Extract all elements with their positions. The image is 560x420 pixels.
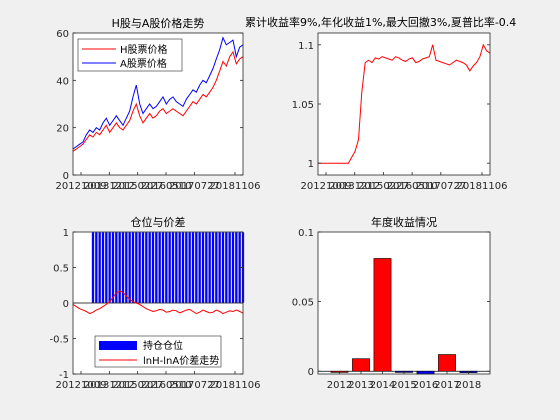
chart-title: H股与A股价格走势 bbox=[112, 16, 205, 30]
y-tick-label: 0 bbox=[63, 299, 69, 310]
y-tick-label: 1.05 bbox=[292, 100, 314, 111]
position-bar bbox=[145, 232, 148, 303]
position-bar bbox=[188, 232, 191, 303]
position-bar bbox=[215, 232, 218, 303]
position-bar bbox=[155, 232, 158, 303]
chart-title: 仓位与价差 bbox=[131, 215, 186, 229]
x-tick-label: 2018 bbox=[456, 380, 481, 391]
legend-label: lnH-lnA价差走势 bbox=[143, 354, 219, 367]
position-bar bbox=[228, 232, 231, 303]
plot-area bbox=[318, 232, 490, 374]
position-bar bbox=[132, 232, 135, 303]
position-bar bbox=[172, 232, 175, 303]
y-tick-label: 1 bbox=[308, 159, 314, 170]
position-bar bbox=[112, 232, 115, 303]
legend-swatch bbox=[99, 341, 137, 350]
position-bar bbox=[232, 232, 235, 303]
position-bar bbox=[168, 232, 171, 303]
bar-2013 bbox=[352, 359, 369, 372]
position-bar bbox=[152, 232, 155, 303]
figure-overtitle: 累计收益率9%,年化收益1%,最大回撤3%,夏普比率-0.4 bbox=[245, 15, 516, 29]
position-bar bbox=[138, 232, 141, 303]
y-tick-label: -0.5 bbox=[49, 335, 69, 346]
x-tick-label: 20181106 bbox=[210, 380, 261, 391]
position-bar bbox=[125, 232, 128, 303]
position-bar bbox=[105, 232, 108, 303]
position-bar bbox=[235, 232, 238, 303]
position-bar bbox=[135, 232, 138, 303]
x-tick-label: 20181106 bbox=[210, 181, 261, 192]
y-tick-label: 0 bbox=[308, 367, 314, 378]
position-bar bbox=[108, 232, 111, 303]
y-tick-label: 1 bbox=[63, 228, 69, 239]
chart-price: H股与A股价格走势 0 20 40 60 201210092013121220150227… bbox=[56, 16, 261, 192]
position-bar bbox=[102, 232, 105, 303]
y-tick-label: 40 bbox=[56, 76, 69, 87]
position-bar bbox=[148, 232, 151, 303]
position-bar bbox=[192, 232, 195, 303]
y-tick-label: 0.5 bbox=[53, 264, 69, 275]
y-tick-label: 0.1 bbox=[298, 228, 314, 239]
bar-2017 bbox=[438, 355, 455, 372]
chart-title: 年度收益情况 bbox=[371, 215, 437, 229]
position-bar bbox=[205, 232, 208, 303]
chart-equity: 1 1.05 1.1 20121009201312122015022720160510… bbox=[292, 33, 508, 192]
position-bar bbox=[225, 232, 228, 303]
position-bar bbox=[202, 232, 205, 303]
position-bar bbox=[178, 232, 181, 303]
bar-2014 bbox=[374, 258, 391, 371]
legend-label: H股票价格 bbox=[120, 43, 168, 56]
position-bar bbox=[218, 232, 221, 303]
position-bar bbox=[95, 232, 98, 303]
position-bar bbox=[92, 232, 95, 303]
chart-position: 仓位与价差 -1 -0.5 0 0.5 1 201210092013121220150227… bbox=[49, 215, 260, 391]
position-bar bbox=[212, 232, 215, 303]
position-bar bbox=[98, 232, 101, 303]
position-bar bbox=[198, 232, 201, 303]
position-bar bbox=[208, 232, 211, 303]
legend-label: A股票价格 bbox=[120, 57, 167, 70]
position-bar bbox=[142, 232, 145, 303]
position-bar bbox=[185, 232, 188, 303]
position-bar bbox=[222, 232, 225, 303]
y-tick-label: 20 bbox=[56, 124, 69, 135]
position-bar bbox=[118, 232, 121, 303]
position-bar bbox=[175, 232, 178, 303]
legend-label: 持仓仓位 bbox=[143, 339, 183, 352]
position-bar bbox=[182, 232, 185, 303]
position-bar bbox=[165, 232, 168, 303]
x-tick-label: 20181106 bbox=[457, 181, 508, 192]
chart-annual: 年度收益情况 0 0.05 0.1 20122013201420152016201720… bbox=[292, 215, 490, 391]
y-tick-label: 0.05 bbox=[292, 298, 314, 309]
y-tick-label: 1.1 bbox=[298, 41, 314, 52]
position-bar bbox=[158, 232, 161, 303]
position-bar bbox=[128, 232, 131, 303]
y-tick-label: 60 bbox=[56, 29, 69, 40]
position-bar bbox=[195, 232, 198, 303]
plot-area bbox=[318, 33, 490, 175]
position-bar bbox=[162, 232, 165, 303]
